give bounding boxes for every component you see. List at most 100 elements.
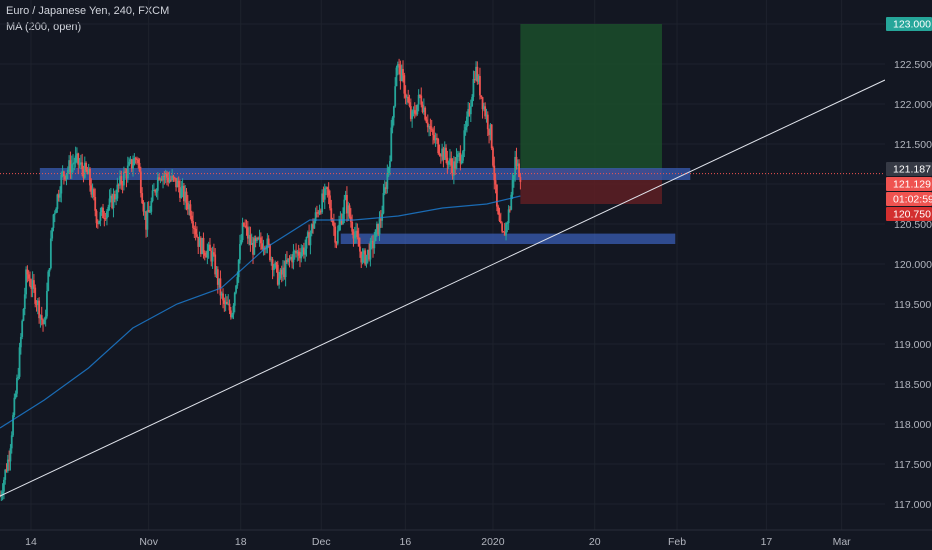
- candle-up: [472, 78, 475, 98]
- time-tick-label: Mar: [833, 536, 852, 548]
- candle-up: [382, 193, 385, 214]
- candle-up: [107, 207, 110, 212]
- candle-up: [362, 250, 365, 255]
- candle-down: [297, 251, 300, 256]
- candle-up: [6, 459, 9, 472]
- candle-up: [378, 218, 381, 235]
- candle-down: [26, 269, 29, 275]
- candle-down: [242, 222, 245, 226]
- candle-up: [21, 320, 24, 337]
- candle-down: [299, 255, 301, 259]
- candle-up: [14, 393, 17, 398]
- candle-down: [340, 219, 343, 224]
- candle-up: [126, 165, 129, 179]
- candle-up: [256, 237, 258, 241]
- candle-up: [1, 491, 4, 495]
- time-axis[interactable]: 14 Nov 18 Dec 16 2020 20 Feb 17 Mar: [0, 529, 932, 548]
- candle-down: [139, 171, 142, 194]
- candle-down: [169, 179, 172, 181]
- candle-up: [506, 223, 509, 225]
- candle-down: [368, 249, 370, 260]
- candle-up: [505, 223, 507, 236]
- candle-up: [392, 106, 395, 118]
- price-scale-background[interactable]: [885, 0, 932, 550]
- candle-down: [421, 104, 424, 113]
- candle-up: [339, 219, 342, 225]
- candle-up: [309, 233, 312, 246]
- candle-down: [186, 202, 189, 210]
- candle-up: [239, 244, 241, 260]
- candle-down: [501, 223, 504, 232]
- candle-up: [369, 241, 372, 260]
- price-axis[interactable]: 123.000122.500122.000121.500121.000120.5…: [894, 19, 932, 511]
- candle-up: [9, 448, 12, 462]
- candle-up: [116, 184, 119, 199]
- candle-down: [35, 303, 38, 306]
- candle-down: [432, 129, 434, 136]
- trendline[interactable]: [0, 79, 886, 497]
- candle-down: [329, 195, 331, 209]
- candle-down: [216, 269, 219, 285]
- candle-up: [44, 316, 47, 320]
- candle-down: [291, 256, 294, 263]
- symbol-title[interactable]: Euro / Japanese Yen, 240, FXCM: [6, 5, 170, 17]
- candle-up: [373, 241, 376, 249]
- candle-down: [5, 469, 8, 472]
- candle-up: [159, 179, 162, 181]
- candle-up: [59, 193, 61, 198]
- candle-up: [449, 158, 451, 162]
- candle-up: [51, 227, 54, 239]
- candle-up: [60, 174, 63, 194]
- candle-down: [94, 197, 97, 211]
- candle-up: [355, 230, 357, 235]
- candle-up: [511, 179, 514, 195]
- candle-up: [162, 176, 164, 181]
- candle-down: [254, 238, 257, 241]
- candle-up: [512, 175, 515, 180]
- candle-down: [402, 69, 404, 76]
- price-tag-box: [886, 192, 932, 207]
- time-tick-label: 20: [589, 536, 601, 548]
- zone-rectangles[interactable]: [39, 168, 691, 244]
- candle-down: [316, 212, 318, 214]
- candle-up: [3, 479, 5, 492]
- candle-down: [502, 231, 505, 233]
- candle-up: [155, 190, 158, 193]
- candle-down: [249, 235, 252, 245]
- candle-up: [52, 214, 55, 228]
- candle-down: [95, 210, 98, 224]
- candle-up: [507, 209, 510, 224]
- candle-down: [173, 177, 176, 179]
- candle-down: [385, 187, 387, 189]
- candle-up: [305, 236, 308, 249]
- candle-down: [288, 258, 291, 260]
- price-tag-box: [886, 17, 932, 31]
- candle-up: [462, 151, 464, 161]
- candle-up: [83, 162, 86, 178]
- candle-down: [64, 176, 67, 180]
- candle-up: [458, 152, 460, 155]
- candle-up: [313, 221, 316, 229]
- candle-up: [151, 190, 154, 202]
- candle-down: [454, 161, 457, 169]
- candle-down: [352, 231, 355, 239]
- candle-down: [226, 301, 228, 305]
- candlestick-series: [0, 58, 522, 502]
- candle-up: [188, 204, 191, 210]
- candle-up: [296, 251, 299, 254]
- candle-up: [91, 189, 94, 195]
- price-tick-label: 120.000: [894, 259, 932, 271]
- candle-up: [143, 211, 146, 213]
- candle-down: [103, 218, 106, 220]
- candle-up: [455, 157, 458, 169]
- candle-down: [219, 278, 222, 296]
- candle-down: [257, 237, 260, 240]
- candle-down: [202, 237, 205, 253]
- candle-down: [182, 185, 185, 202]
- candle-down: [214, 254, 217, 275]
- candle-up: [232, 305, 235, 315]
- candle-up: [25, 269, 27, 295]
- candle-down: [209, 244, 211, 251]
- candle-down: [194, 228, 197, 235]
